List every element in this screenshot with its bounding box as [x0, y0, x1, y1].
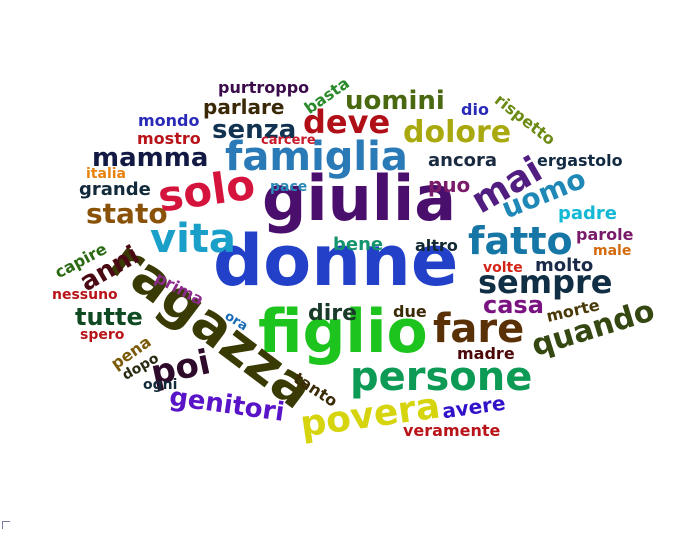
- word-ogni: ogni: [143, 377, 178, 393]
- word-padre: padre: [558, 203, 618, 224]
- word-nessuno: nessuno: [52, 287, 118, 303]
- word-stato: stato: [86, 197, 168, 230]
- word-grande: grande: [79, 179, 151, 200]
- word-donne: donne: [213, 220, 459, 302]
- word-persone: persone: [350, 354, 533, 400]
- word-giulia: giulia: [262, 162, 457, 235]
- word-deve: deve: [303, 103, 391, 141]
- word-ergastolo: ergastolo: [537, 151, 623, 170]
- word-veramente: veramente: [403, 421, 501, 440]
- corner-mark: [2, 521, 10, 529]
- word-pace: pace: [270, 179, 308, 195]
- word-spero: spero: [80, 327, 125, 343]
- word-bene: bene: [333, 234, 384, 255]
- word-fare: fare: [433, 306, 525, 352]
- word-ancora: ancora: [428, 150, 498, 171]
- word-sempre: sempre: [478, 263, 613, 301]
- word-italia: italia: [86, 166, 126, 182]
- word-madre: madre: [457, 344, 515, 363]
- word-puo: puo: [428, 173, 471, 197]
- word-dire: dire: [308, 301, 358, 326]
- word-casa: casa: [483, 291, 544, 319]
- word-altro: altro: [415, 236, 458, 255]
- word-due: due: [393, 302, 427, 321]
- word-molto: molto: [535, 255, 594, 276]
- word-tutte: tutte: [75, 303, 143, 331]
- word-figlio: figlio: [258, 297, 428, 367]
- word-dolore: dolore: [403, 115, 512, 150]
- word-vita: vita: [150, 216, 236, 262]
- word-mondo: mondo: [138, 111, 200, 130]
- word-parole: parole: [576, 225, 634, 244]
- word-purtroppo: purtroppo: [218, 78, 310, 97]
- word-uomini: uomini: [345, 86, 445, 116]
- word-fatto: fatto: [468, 219, 573, 263]
- word-senza: senza: [212, 115, 297, 145]
- word-dio: dio: [461, 100, 489, 119]
- word-carcere: carcere: [261, 133, 316, 148]
- word-volte: volte: [483, 260, 523, 276]
- word-mostro: mostro: [137, 129, 201, 148]
- word-parlare: parlare: [203, 95, 285, 119]
- word-famiglia: famiglia: [225, 134, 408, 180]
- word-male: male: [593, 243, 632, 259]
- word-mamma: mamma: [92, 143, 209, 173]
